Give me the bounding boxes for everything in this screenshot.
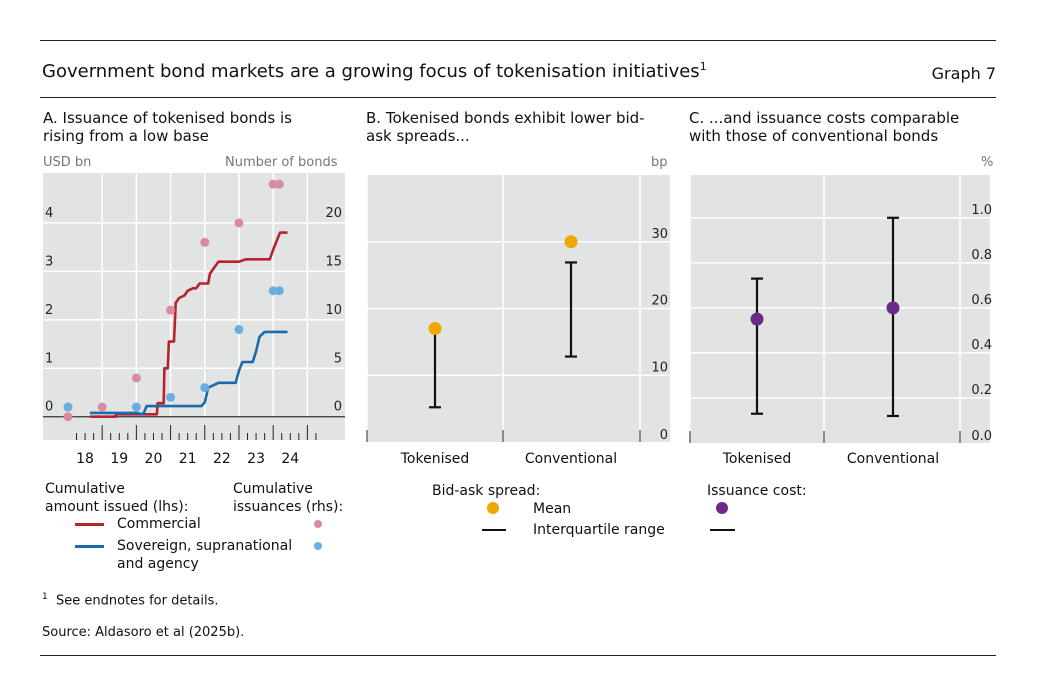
- legend-commercial-line: [75, 523, 104, 526]
- sovereign-issuance-dot: [274, 286, 284, 296]
- legend-a-amount-head: Cumulative amount issued (lhs):: [45, 481, 189, 515]
- title-rule: [40, 97, 996, 98]
- panel-c-mean-dot: [750, 312, 764, 326]
- commercial-issuance-dot: [166, 305, 176, 315]
- legend-b-iqr-line: [482, 529, 506, 531]
- legend-c-iqr-line: [710, 529, 735, 531]
- panel-c-ytick-label: 0.4: [971, 338, 992, 353]
- legend-sovereign-line: [75, 545, 104, 548]
- panel-c-ytick-label: 0.0: [971, 429, 992, 444]
- commercial-issuance-dot: [234, 218, 244, 228]
- legend-c-mean-dot: [716, 502, 728, 514]
- legend-a-count-head: Cumulative issuances (rhs):: [233, 481, 344, 515]
- sovereign-issuance-dot: [63, 402, 73, 412]
- legend-commercial-dot: [314, 520, 322, 528]
- panel-a-y2tick-label: 5: [334, 351, 342, 366]
- panel-b-title: B. Tokenised bonds exhibit lower bid-ask…: [366, 109, 645, 145]
- panel-a-xtick-label: 23: [247, 451, 265, 467]
- panel-a-y2tick-label: 20: [325, 206, 342, 221]
- panel-b-category-label: Tokenised: [400, 451, 470, 467]
- panel-c-ytick-label: 0.2: [971, 383, 992, 398]
- panel-b-mean-dot: [564, 235, 578, 249]
- sovereign-line: [89, 330, 288, 416]
- legend-b-iqr-label: Interquartile range: [533, 522, 665, 538]
- panel-b-ytick-label: 0: [660, 428, 668, 443]
- legend-b-mean-dot: [487, 502, 499, 514]
- panel-a-ytick-label: 1: [45, 351, 53, 366]
- top-rule: [40, 40, 996, 41]
- legend-c-head: Issuance cost:: [707, 483, 807, 499]
- sovereign-issuance-dot: [234, 325, 244, 335]
- panel-a-ytick-label: 2: [45, 303, 53, 318]
- panel-c-ytick-label: 0.8: [971, 248, 992, 263]
- panel-c-plot-area: [690, 175, 990, 443]
- legend-b-mean-label: Mean: [533, 501, 572, 517]
- commercial-issuance-dot: [274, 179, 284, 189]
- sovereign-issuance-dot: [268, 286, 278, 296]
- bottom-rule: [40, 655, 996, 656]
- panel-c-ylabel: %: [981, 155, 994, 170]
- panel-b-ylabel: bp: [651, 155, 668, 170]
- commercial-issuance-dot: [131, 373, 141, 383]
- panel-b-ytick-label: 20: [651, 294, 668, 309]
- sovereign-issuance-dot: [166, 392, 176, 402]
- legend-b-head: Bid-ask spread:: [432, 483, 541, 499]
- panel-c-category-label: Tokenised: [722, 451, 792, 467]
- panel-a-ytick-label: 3: [45, 254, 53, 269]
- panel-a-xtick-label: 24: [281, 451, 299, 467]
- panel-c-title: C. ...and issuance costs comparable with…: [689, 109, 960, 145]
- source-note: Source: Aldasoro et al (2025b).: [42, 625, 245, 640]
- panel-a-xtick-label: 18: [76, 451, 94, 467]
- sovereign-issuance-dot: [200, 383, 210, 393]
- panel-a-ytick-label: 0: [45, 400, 53, 415]
- panel-a-y2tick-label: 15: [325, 254, 342, 269]
- panel-a-y2tick-label: 10: [325, 303, 342, 318]
- footnote: 1 See endnotes for details.: [42, 592, 219, 609]
- panel-a-xtick-label: 20: [145, 451, 163, 467]
- panel-b-ytick-label: 30: [651, 227, 668, 242]
- graph-title: Government bond markets are a growing fo…: [42, 60, 707, 82]
- panel-c-mean-dot: [886, 301, 900, 315]
- commercial-issuance-dot: [268, 179, 278, 189]
- panel-a-y2label: Number of bonds: [225, 155, 338, 170]
- legend-sovereign-label: Sovereign, supranational and agency: [117, 538, 293, 572]
- panel-a-ylabel: USD bn: [43, 155, 92, 170]
- panel-a-xtick-label: 22: [213, 451, 231, 467]
- panel-c-ytick-label: 1.0: [971, 203, 992, 218]
- panel-b-category-label: Conventional: [525, 451, 617, 467]
- panel-a-title: A. Issuance of tokenised bonds is rising…: [43, 109, 293, 145]
- graph-number: Graph 7: [931, 64, 996, 83]
- panel-a-xtick-label: 19: [110, 451, 128, 467]
- commercial-line: [89, 231, 288, 419]
- panel-a-plot-area: [43, 173, 345, 440]
- panel-a-ytick-label: 4: [45, 206, 53, 221]
- panel-a-xtick-label: 21: [179, 451, 197, 467]
- panel-c-ytick-label: 0.6: [971, 293, 992, 308]
- panel-a-y2tick-label: 0: [334, 400, 342, 415]
- panel-b-mean-dot: [428, 322, 442, 336]
- sovereign-issuance-dot: [131, 402, 141, 412]
- commercial-issuance-dot: [97, 402, 107, 412]
- commercial-issuance-dot: [63, 412, 73, 422]
- panel-c-category-label: Conventional: [847, 451, 939, 467]
- panel-b-ytick-label: 10: [651, 360, 668, 375]
- legend-sovereign-dot: [314, 542, 322, 550]
- commercial-issuance-dot: [200, 237, 210, 247]
- legend-commercial-label: Commercial: [117, 516, 201, 532]
